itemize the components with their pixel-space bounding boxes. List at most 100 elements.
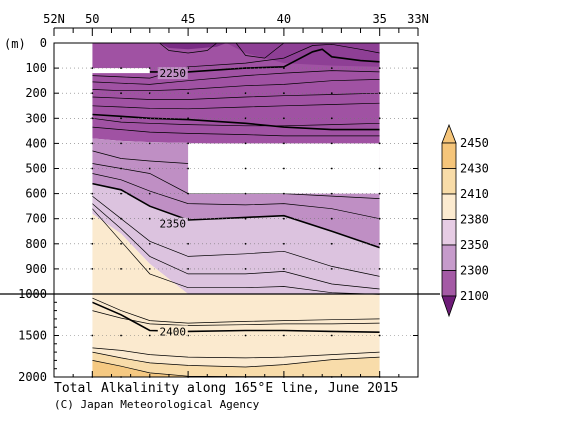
y-tick-label: 200	[25, 86, 47, 100]
chart-credit: (C) Japan Meteorological Agency	[54, 398, 260, 411]
station-dot	[282, 334, 285, 337]
station-dot	[244, 167, 247, 170]
y-tick-label: 2000	[18, 370, 47, 384]
station-dot	[282, 192, 285, 195]
station-dot	[120, 268, 122, 270]
station-dot	[148, 92, 151, 95]
station-dot	[91, 334, 94, 337]
x-tick-label: 52N	[43, 12, 65, 26]
station-dot	[378, 268, 381, 270]
station-dot	[91, 142, 94, 145]
colorbar-segment	[441, 270, 457, 297]
station-dot	[330, 268, 333, 270]
station-dot	[330, 167, 333, 170]
station-dot	[378, 67, 381, 69]
station-dot	[282, 167, 285, 170]
station-dot	[120, 167, 122, 170]
station-dot	[120, 334, 122, 337]
station-dot	[148, 142, 151, 145]
contour-label-bg	[157, 67, 188, 80]
colorbar-top-arrow	[441, 123, 457, 144]
station-dot	[378, 334, 381, 337]
station-dot	[91, 167, 94, 170]
y-tick-label: 700	[25, 212, 47, 226]
colorbar-label: 2100	[460, 289, 489, 303]
contour-label: 2350	[160, 218, 187, 231]
colorbar-label: 2410	[460, 187, 489, 201]
station-dot	[187, 142, 190, 145]
station-dot	[244, 92, 247, 95]
contour-label: 2400	[160, 325, 187, 338]
station-dot	[282, 92, 285, 95]
y-tick-label: 600	[25, 187, 47, 201]
band-2410-2430	[92, 352, 380, 377]
station-dot	[330, 92, 333, 95]
station-dot	[282, 67, 285, 69]
station-dot	[120, 92, 122, 95]
colorbar-segment	[441, 168, 457, 195]
y-tick-label: 400	[25, 136, 47, 150]
contour-line-19	[159, 42, 218, 54]
missing-region-0	[92, 68, 150, 74]
station-dot	[187, 92, 190, 95]
colorbar-bottom-arrow	[441, 295, 457, 318]
contour-line-11	[92, 203, 380, 290]
colorbar-segment	[441, 142, 457, 169]
x-tick-label: 45	[181, 12, 195, 26]
station-dot	[91, 242, 94, 245]
station-dot	[91, 268, 94, 270]
colorbar: 2450 2430 2410 2380 2350 2300 2100	[441, 123, 489, 318]
station-dot	[330, 142, 333, 145]
colorbar-label: 2450	[460, 136, 489, 150]
station-dot	[148, 192, 151, 195]
station-dot	[244, 217, 247, 220]
colorbar-segment	[441, 193, 457, 220]
station-dot	[378, 192, 381, 195]
plot-border	[53, 42, 419, 378]
station-dot	[378, 167, 381, 170]
contour-line-18	[235, 42, 285, 59]
station-dot	[282, 142, 285, 145]
station-dot	[330, 334, 333, 337]
contour-label: 2250	[160, 67, 187, 80]
contour-line-12	[92, 208, 380, 295]
contour-label-bg	[157, 325, 188, 338]
station-dot	[120, 217, 122, 220]
station-dot	[120, 67, 122, 69]
station-dot	[244, 242, 247, 245]
y-unit-label: (m)	[4, 37, 26, 51]
station-dot	[187, 242, 190, 245]
y-tick-label: 500	[25, 162, 47, 176]
contour-labels: 2250 2350 2400	[157, 67, 188, 338]
no-data-north	[54, 43, 93, 377]
station-dot	[187, 192, 190, 195]
plot-frame	[0, 42, 440, 378]
contour-line-8	[92, 163, 380, 199]
station-dot	[378, 242, 381, 245]
colorbar-label: 2300	[460, 264, 489, 278]
station-dot	[244, 192, 247, 195]
station-dot	[91, 92, 94, 95]
station-dot	[244, 117, 247, 120]
station-dot	[244, 334, 247, 337]
contour-label-bg	[157, 217, 188, 230]
colorbar-segment	[441, 244, 457, 271]
station-dot	[330, 192, 333, 195]
station-dot	[91, 67, 94, 69]
station-dot	[378, 142, 381, 145]
station-dot	[282, 117, 285, 120]
y-tick-label: 300	[25, 111, 47, 125]
contour-line-0	[92, 43, 380, 79]
station-dot	[330, 217, 333, 220]
contour-line-14	[92, 310, 380, 326]
colorbar-label: 2430	[460, 162, 489, 176]
station-dot	[148, 242, 151, 245]
contour-line-15	[92, 347, 380, 359]
station-dot	[244, 268, 247, 270]
y-tick-label: 800	[25, 237, 47, 251]
station-dot	[148, 117, 151, 120]
contour-line-16	[92, 351, 380, 368]
station-dot	[330, 242, 333, 245]
y-tick-label: 1500	[18, 329, 47, 343]
contour-line-2	[92, 79, 380, 92]
